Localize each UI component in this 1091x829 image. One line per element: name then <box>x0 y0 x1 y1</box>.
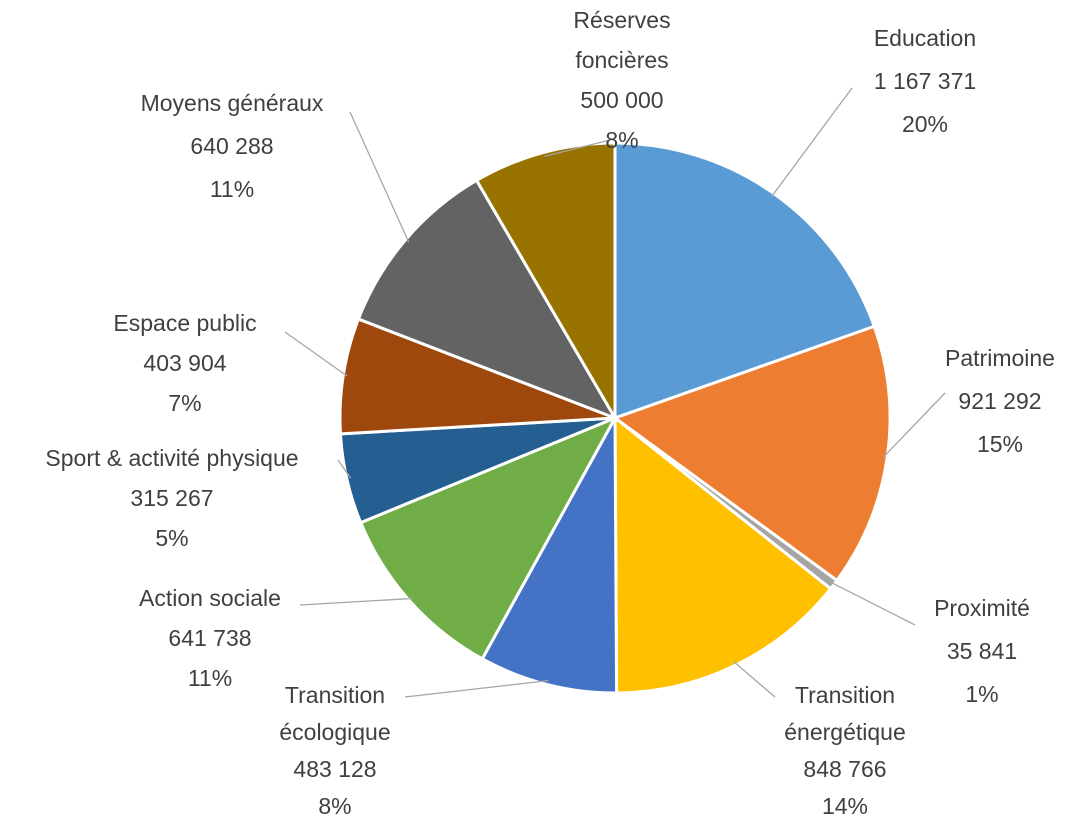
leader-line <box>349 111 410 243</box>
pie-slice <box>480 412 619 695</box>
slice-value-label: 315 267 <box>130 485 213 511</box>
slice-category-label: Education <box>874 25 976 51</box>
slice-value-label: 483 128 <box>293 756 376 782</box>
pie-slice <box>474 141 617 424</box>
pie-slice <box>611 324 892 583</box>
slice-percentage-label: 20% <box>902 111 948 137</box>
leader-line <box>733 661 776 698</box>
slice-value-label: 640 288 <box>190 133 273 159</box>
slice-percentage-label: 7% <box>168 390 201 416</box>
slice-value-label: 921 292 <box>958 388 1041 414</box>
leader-line <box>299 597 413 606</box>
slice-percentage-label: 1% <box>965 681 998 707</box>
slice-category-label: Espace public <box>113 310 256 336</box>
slice-category-label: Moyens généraux <box>141 90 324 116</box>
leader-line <box>284 331 348 377</box>
slice-percentage-label: 11% <box>210 176 254 202</box>
slice-percentage-label: 14% <box>822 793 868 819</box>
slice-value-label: 403 904 <box>143 350 226 376</box>
slice-category-label: Patrimoine <box>945 345 1055 371</box>
slice-percentage-label: 15% <box>977 431 1023 457</box>
slice-percentage-label: 11% <box>188 665 232 691</box>
slice-percentage-label: 5% <box>155 525 188 551</box>
pie-slice <box>358 414 619 661</box>
leader-line <box>830 581 916 626</box>
slice-category-label: Action sociale <box>139 585 281 611</box>
leader-line <box>337 459 352 479</box>
slice-category-label: Proximité <box>934 595 1030 621</box>
slice-value-label: 35 841 <box>947 638 1017 664</box>
slice-category-label: Sport & activité physique <box>45 445 298 471</box>
pie-slice <box>356 178 619 421</box>
pie-slice <box>613 414 833 695</box>
slice-value-label: 500 000 <box>580 87 663 113</box>
slice-category-label: Transition écologique <box>279 682 390 745</box>
leader-line <box>404 680 549 698</box>
slice-percentage-label: 8% <box>605 127 638 153</box>
slice-value-label: 641 738 <box>168 625 251 651</box>
slice-category-label: Transition énergétique <box>784 682 906 745</box>
pie-slice <box>338 317 616 436</box>
slice-value-label: 848 766 <box>803 756 886 782</box>
slice-category-label: Réserves foncières <box>573 7 670 73</box>
leader-line <box>770 87 853 198</box>
slice-value-label: 1 167 371 <box>874 68 976 94</box>
leader-line <box>882 392 946 458</box>
slice-percentage-label: 8% <box>318 793 351 819</box>
leader-line <box>544 139 611 157</box>
